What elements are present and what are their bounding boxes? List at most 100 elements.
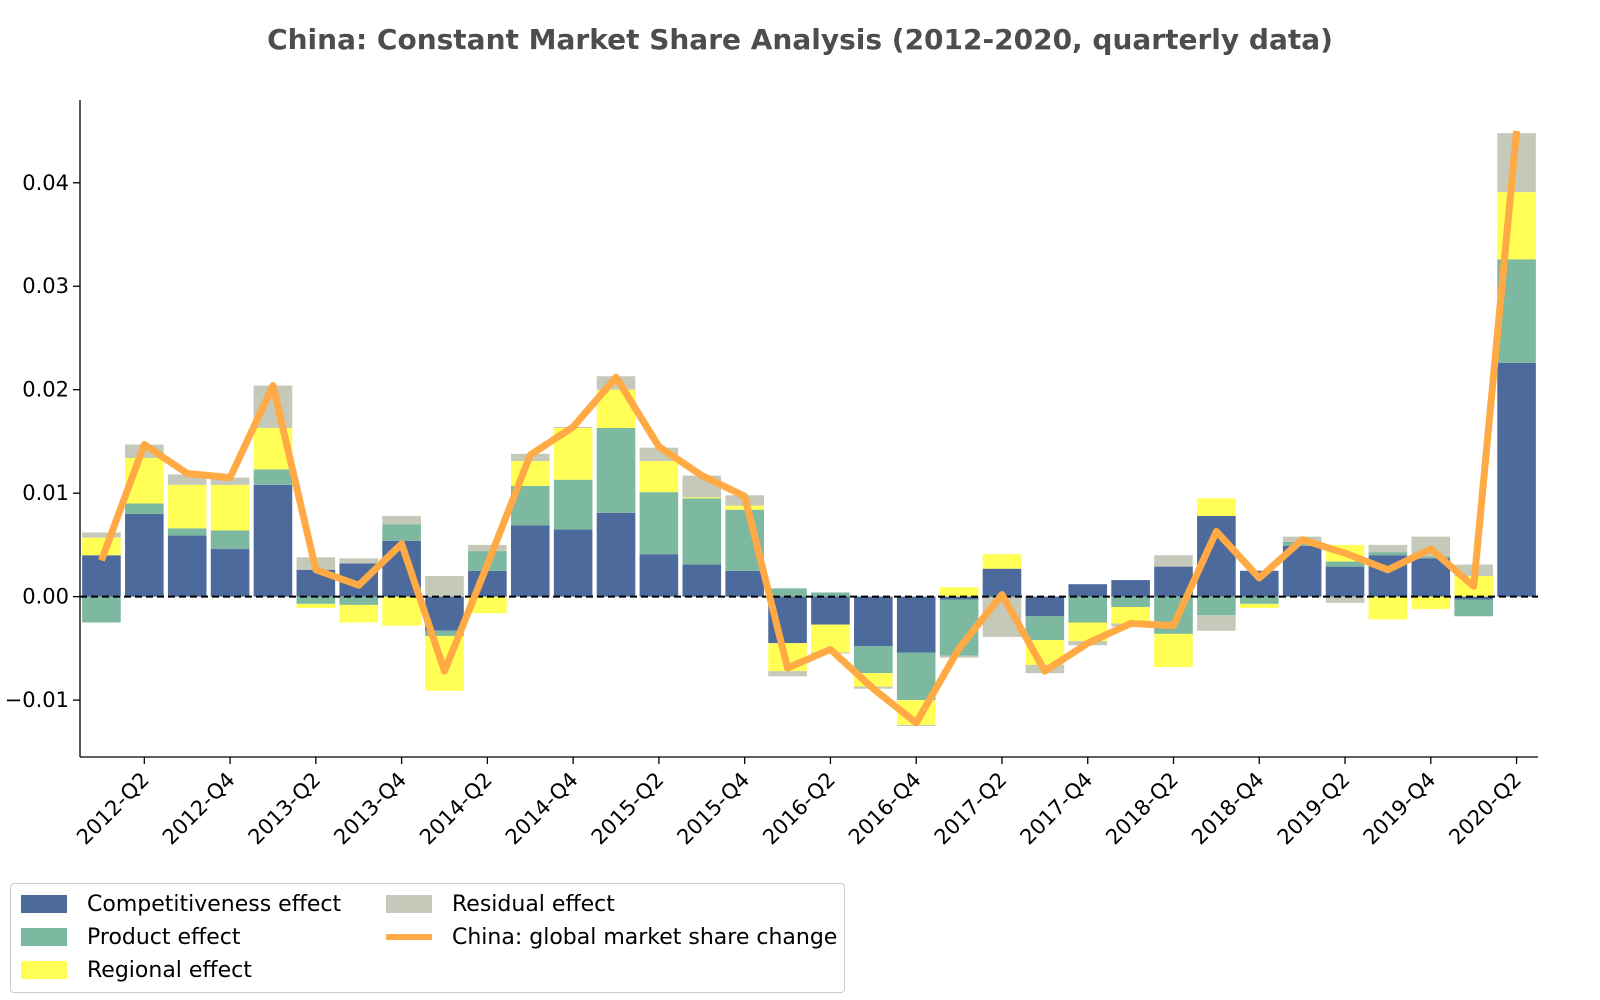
- bar-regional-effect-2013-Q4: [382, 596, 421, 626]
- bar-product-effect-2012-Q1: [82, 596, 121, 623]
- legend-label-regional: Regional effect: [87, 957, 252, 983]
- y-tick-label: 0.04: [22, 171, 69, 195]
- bar-product-effect-2012-Q3: [167, 528, 207, 536]
- legend: Competitiveness effect Product effect Re…: [10, 883, 845, 993]
- bar-competitiveness-effect-2016-Q3: [854, 596, 893, 647]
- bar-competitiveness-effect-2018-Q1: [1111, 580, 1150, 597]
- y-tick-label: 0.02: [22, 378, 69, 402]
- legend-label-residual: Residual effect: [452, 891, 615, 917]
- bar-regional-effect-2012-Q4: [210, 484, 250, 531]
- x-tick-label: 2017-Q2: [930, 768, 1012, 850]
- bar-regional-effect-2017-Q2: [982, 554, 1022, 569]
- bar-product-effect-2015-Q2: [639, 492, 679, 555]
- bar-regional-effect-2014-Q2: [468, 596, 507, 614]
- bar-competitiveness-effect-2017-Q3: [1025, 596, 1065, 617]
- bar-competitiveness-effect-2016-Q4: [896, 596, 936, 653]
- x-ticks: 2012-Q2 2012-Q4 2013-Q2 2013-Q4 2014-Q2 2014-…: [72, 757, 1526, 849]
- bar-product-effect-2019-Q2: [1325, 561, 1365, 567]
- legend-label-product: Product effect: [87, 924, 241, 950]
- bar-regional-effect-2018-Q2: [1154, 633, 1193, 667]
- bar-product-effect-2016-Q4: [896, 652, 936, 701]
- bar-residual-effect-2012-Q1: [82, 532, 121, 538]
- legend-item-product: Product effect: [21, 922, 240, 952]
- x-tick-label: 2018-Q2: [1101, 768, 1183, 850]
- bar-residual-effect-2017-Q1: [939, 655, 979, 658]
- bar-competitiveness-effect-2014-Q3: [510, 525, 550, 597]
- bar-competitiveness-effect-2017-Q1: [939, 596, 979, 600]
- bar-residual-effect-2013-Q3: [339, 558, 379, 564]
- x-tick-label: 2014-Q2: [415, 768, 497, 850]
- bar-product-effect-2012-Q2: [125, 503, 164, 514]
- bar-residual-effect-2012-Q3: [167, 474, 207, 485]
- bar-residual-effect-2013-Q4: [382, 515, 421, 525]
- bar-residual-effect-2018-Q3: [1197, 615, 1236, 631]
- bar-competitiveness-effect-2019-Q2: [1325, 566, 1365, 597]
- bar-product-effect-2017-Q3: [1025, 616, 1065, 641]
- bar-residual-effect-2012-Q4: [210, 477, 250, 485]
- bar-competitiveness-effect-2015-Q1: [596, 512, 636, 597]
- bar-regional-effect-2012-Q3: [167, 484, 207, 529]
- x-tick-label: 2018-Q4: [1187, 768, 1269, 850]
- bar-product-effect-2015-Q1: [596, 427, 636, 513]
- x-tick-label: 2015-Q2: [587, 768, 669, 850]
- legend-item-market-share-line: China: global market share change: [386, 922, 837, 952]
- bar-competitiveness-effect-2012-Q2: [125, 513, 164, 597]
- bar-product-effect-2019-Q3: [1368, 552, 1408, 556]
- bar-regional-effect-2019-Q4: [1411, 596, 1451, 610]
- bar-competitiveness-effect-2020-Q1: [1454, 596, 1493, 600]
- bar-competitiveness-effect-2014-Q4: [553, 529, 593, 597]
- x-tick-label: 2016-Q2: [758, 768, 840, 850]
- bar-product-effect-2016-Q3: [854, 646, 893, 674]
- bar-regional-effect-2018-Q1: [1111, 606, 1150, 624]
- x-tick-label: 2012-Q2: [72, 768, 154, 850]
- legend-label-market-share-line: China: global market share change: [452, 924, 838, 950]
- legend-swatch-market-share-line: [386, 934, 432, 940]
- bar-product-effect-2015-Q3: [682, 498, 722, 565]
- x-tick-label: 2017-Q4: [1015, 768, 1097, 850]
- bar-residual-effect-2018-Q2: [1154, 555, 1193, 567]
- bar-competitiveness-effect-2015-Q4: [725, 570, 764, 597]
- x-tick-label: 2019-Q4: [1359, 768, 1441, 850]
- bar-regional-effect-2018-Q4: [1239, 603, 1279, 609]
- legend-item-regional: Regional effect: [21, 955, 252, 985]
- bar-product-effect-2012-Q4: [210, 530, 250, 550]
- bar-product-effect-2014-Q1: [425, 630, 464, 636]
- market-share-change-line: [98, 130, 1521, 727]
- bar-product-effect-2013-Q2: [296, 596, 336, 604]
- bar-product-effect-2018-Q3: [1197, 596, 1236, 616]
- bar-product-effect-2013-Q1: [253, 469, 293, 485]
- bar-competitiveness-effect-2012-Q1: [82, 555, 121, 597]
- bar-competitiveness-effect-2020-Q2: [1497, 362, 1536, 597]
- bar-residual-effect-2014-Q2: [468, 544, 507, 552]
- bar-competitiveness-effect-2012-Q4: [210, 549, 250, 597]
- axes: [79, 100, 1538, 758]
- bar-regional-effect-2017-Q1: [939, 587, 979, 597]
- legend-label-competitiveness: Competitiveness effect: [87, 891, 342, 917]
- legend-item-competitiveness: Competitiveness effect: [21, 889, 341, 919]
- legend-swatch-residual: [386, 895, 432, 913]
- y-tick-label: 0.00: [22, 585, 69, 609]
- legend-swatch-regional: [21, 961, 67, 979]
- legend-swatch-competitiveness: [21, 895, 67, 913]
- x-tick-label: 2014-Q4: [501, 768, 583, 850]
- y-ticks: −0.01 0.00 0.01 0.02 0.03 0.04: [5, 171, 80, 712]
- bar-product-effect-2016-Q2: [811, 592, 850, 597]
- bar-residual-effect-2019-Q3: [1368, 544, 1408, 553]
- bar-competitiveness-effect-2015-Q2: [639, 554, 679, 597]
- chart-title: China: Constant Market Share Analysis (2…: [267, 23, 1333, 56]
- bar-regional-effect-2015-Q3: [682, 497, 722, 499]
- bar-product-effect-2014-Q4: [553, 479, 593, 530]
- x-tick-label: 2016-Q4: [844, 768, 926, 850]
- bar-product-effect-2013-Q4: [382, 524, 421, 541]
- bar-competitiveness-effect-2015-Q3: [682, 564, 722, 597]
- x-tick-label: 2019-Q2: [1273, 768, 1355, 850]
- y-tick-label: 0.01: [22, 481, 69, 505]
- bar-regional-effect-2013-Q3: [339, 604, 379, 623]
- bar-regional-effect-2019-Q3: [1368, 596, 1408, 620]
- x-tick-label: 2015-Q4: [672, 768, 754, 850]
- bar-regional-effect-2018-Q3: [1197, 498, 1236, 516]
- bar-residual-effect-2016-Q1: [768, 671, 807, 677]
- bar-competitiveness-effect-2013-Q1: [253, 484, 293, 597]
- x-tick-label: 2013-Q4: [329, 768, 411, 850]
